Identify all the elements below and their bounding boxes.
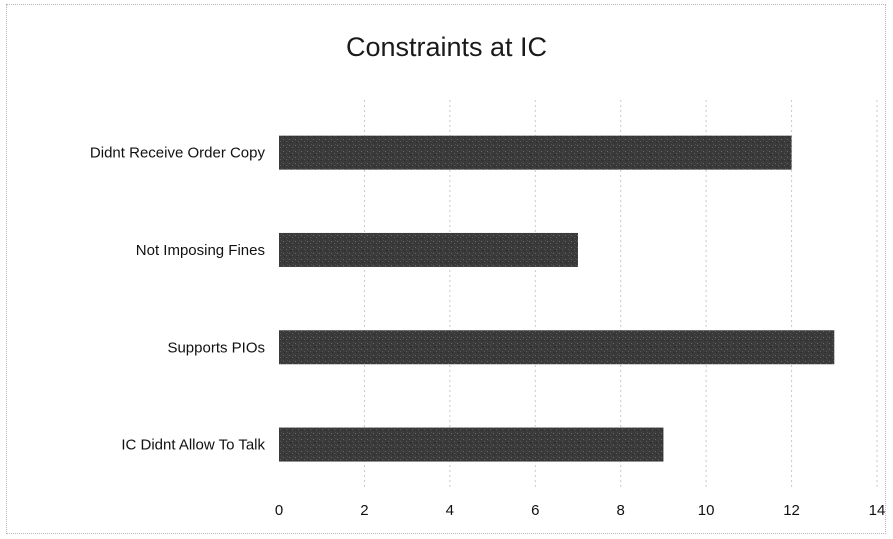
chart-title: Constraints at IC	[345, 32, 548, 62]
x-tick-label-10: 10	[698, 502, 715, 519]
x-tick-label-14: 14	[869, 502, 886, 519]
bar-2	[279, 232, 578, 267]
category-label-4: IC Didnt Allow To Talk	[121, 437, 265, 454]
category-label-1: Didnt Receive Order Copy	[90, 145, 266, 162]
bar-3	[279, 330, 835, 365]
bars	[279, 135, 835, 462]
x-tick-label-6: 6	[531, 502, 539, 519]
x-tick-label-12: 12	[783, 502, 800, 519]
bar-4	[279, 427, 664, 462]
bar-1	[279, 135, 792, 170]
x-tick-label-0: 0	[275, 502, 283, 519]
category-labels: Didnt Receive Order Copy Not Imposing Fin…	[90, 145, 266, 454]
category-label-3: Supports PIOs	[167, 339, 265, 356]
x-axis-tick-labels: 0 2 4 6 8 10 12 14	[275, 502, 886, 519]
category-label-2: Not Imposing Fines	[136, 242, 265, 259]
x-tick-label-4: 4	[446, 502, 454, 519]
x-tick-label-8: 8	[617, 502, 625, 519]
chart-frame	[6, 4, 886, 534]
x-tick-label-2: 2	[360, 502, 368, 519]
